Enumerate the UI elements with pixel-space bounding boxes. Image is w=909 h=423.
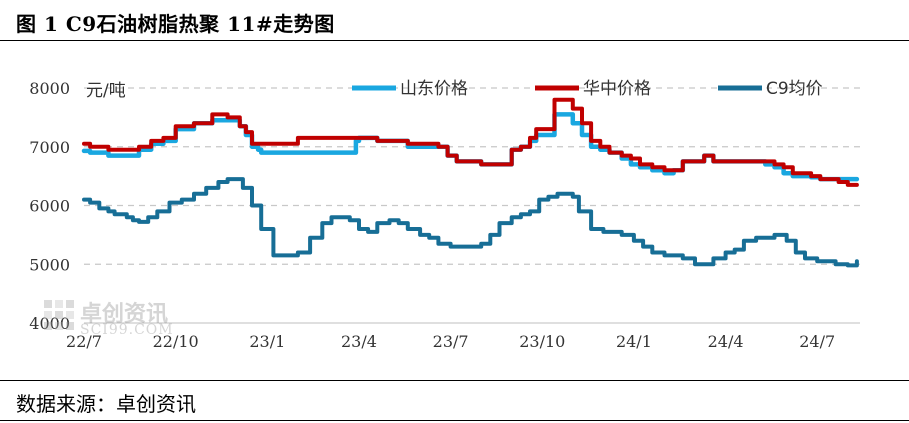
x-tick-label: 23/7 <box>433 332 469 351</box>
top-rule <box>0 40 909 41</box>
watermark-grid-icon <box>44 300 74 330</box>
x-axis-ticks: 22/7 22/10 23/1 23/4 23/7 23/10 24/1 24/4 24/7 <box>66 332 835 351</box>
x-tick-label: 24/7 <box>799 332 835 351</box>
y-tick-label: 5000 <box>29 255 70 274</box>
footer-rule <box>0 420 909 421</box>
series-line-3 <box>82 177 859 268</box>
legend-label: 华中价格 <box>583 79 651 99</box>
x-tick-label: 23/1 <box>249 332 285 351</box>
legend: 山东价格 华中价格 C9均价 <box>352 79 823 99</box>
y-tick-label: 8000 <box>29 79 70 98</box>
x-tick-label: 24/4 <box>708 332 744 351</box>
x-tick-label: 22/10 <box>153 332 199 351</box>
y-tick-label: 4000 <box>29 314 70 333</box>
grid-lines <box>84 87 860 265</box>
series-lines <box>81 97 860 268</box>
line-chart: 4000 5000 6000 7000 8000 22/7 22/10 23/1 23/4 23… <box>29 79 860 351</box>
y-tick-label: 6000 <box>29 197 70 216</box>
bottom-rule <box>0 380 909 381</box>
y-tick-label: 7000 <box>29 138 70 157</box>
y-axis-ticks: 4000 5000 6000 7000 8000 <box>29 79 70 333</box>
x-tick-label: 23/4 <box>341 332 377 351</box>
legend-label: C9均价 <box>766 79 823 99</box>
y-axis-unit-label: 元/吨 <box>86 81 126 101</box>
x-tick-label: 22/7 <box>66 332 102 351</box>
watermark-brand: 卓创资讯 <box>80 302 169 327</box>
legend-label: 山东价格 <box>400 79 468 99</box>
watermark-site: SCI99.COM <box>80 322 174 338</box>
data-source: 数据来源：卓创资讯 <box>16 392 196 416</box>
x-tick-label: 23/10 <box>519 332 565 351</box>
chart-title: 图 1 C9石油树脂热聚 11#走势图 <box>16 12 335 36</box>
x-tick-label: 24/1 <box>616 332 652 351</box>
series-line-2 <box>82 97 859 187</box>
